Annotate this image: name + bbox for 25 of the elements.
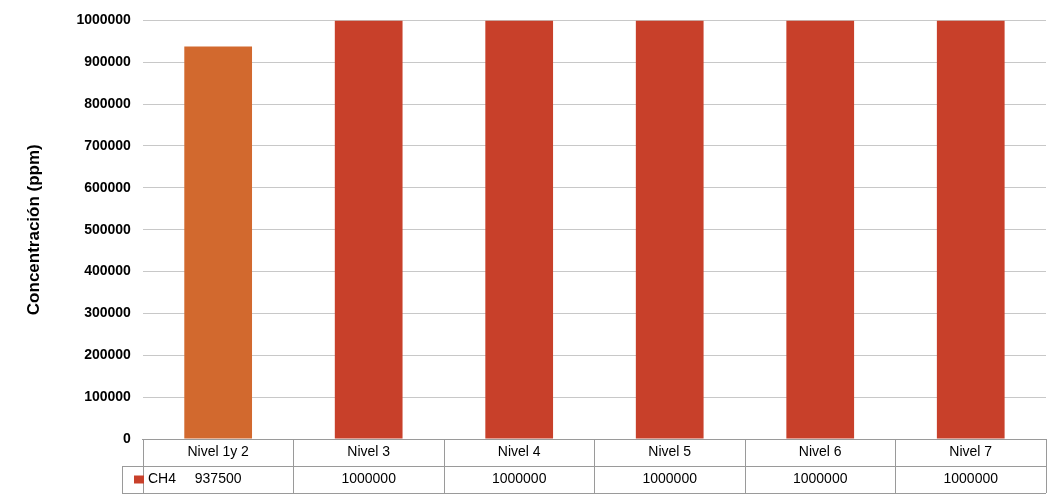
y-axis-title: Concentración (ppm) bbox=[23, 144, 43, 316]
x-tick-label: Nivel 4 bbox=[497, 443, 541, 460]
y-tick-label: 100000 bbox=[84, 388, 132, 404]
data-label: 1000000 bbox=[792, 470, 848, 487]
data-label: 1000000 bbox=[642, 470, 698, 487]
y-tick-label: 500000 bbox=[84, 220, 132, 237]
y-tick-label: 200000 bbox=[84, 346, 132, 363]
y-tick-label: 600000 bbox=[84, 178, 132, 195]
y-tick-label: 400000 bbox=[84, 262, 132, 279]
x-tick-label: Nivel 1y 2 bbox=[187, 443, 250, 460]
data-label: 1000000 bbox=[491, 470, 547, 487]
data-label: 1000000 bbox=[341, 470, 397, 487]
y-tick-label: 900000 bbox=[84, 53, 132, 70]
y-tick-label: 0 bbox=[123, 429, 132, 446]
x-tick-label: Nivel 6 bbox=[798, 443, 842, 460]
x-tick-label: Nivel 7 bbox=[949, 443, 993, 460]
data-label: 937500 bbox=[194, 470, 242, 487]
y-tick-label: 800000 bbox=[84, 94, 132, 111]
y-tick-label: 700000 bbox=[84, 136, 132, 153]
legend-label: CH4 bbox=[148, 470, 177, 487]
y-tick-label: 1000000 bbox=[76, 11, 132, 28]
y-tick-label: 300000 bbox=[84, 304, 132, 321]
data-label: 1000000 bbox=[943, 470, 999, 487]
x-tick-label: Nivel 3 bbox=[347, 443, 391, 460]
x-tick-label: Nivel 5 bbox=[648, 443, 692, 460]
